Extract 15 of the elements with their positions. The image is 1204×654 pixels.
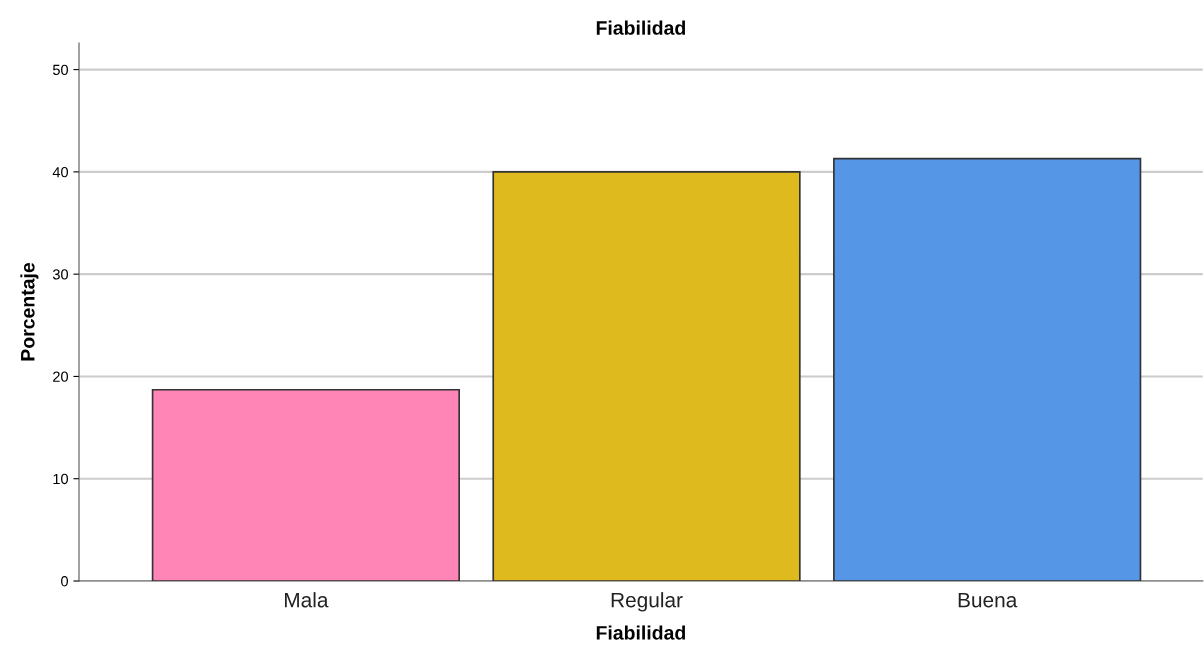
y-tick-label: 50 — [52, 64, 69, 76]
x-tick-label: Regular — [611, 592, 683, 612]
bar — [151, 388, 460, 581]
y-tick-label: 30 — [52, 269, 69, 280]
bar — [492, 171, 801, 581]
y-axis-title: Porcentaje — [20, 262, 39, 361]
y-tick-label: 20 — [53, 371, 69, 382]
x-tick-label: Mala — [285, 592, 329, 608]
bar — [833, 157, 1142, 581]
x-tick-label: Buena — [958, 592, 1018, 608]
y-tick-label: 40 — [52, 166, 69, 178]
y-tick-label: 10 — [53, 473, 69, 485]
x-axis-title: Fiabilidad — [596, 625, 685, 640]
y-tick-label: 0 — [61, 576, 69, 587]
chart-title: Fiabilidad — [596, 20, 685, 35]
